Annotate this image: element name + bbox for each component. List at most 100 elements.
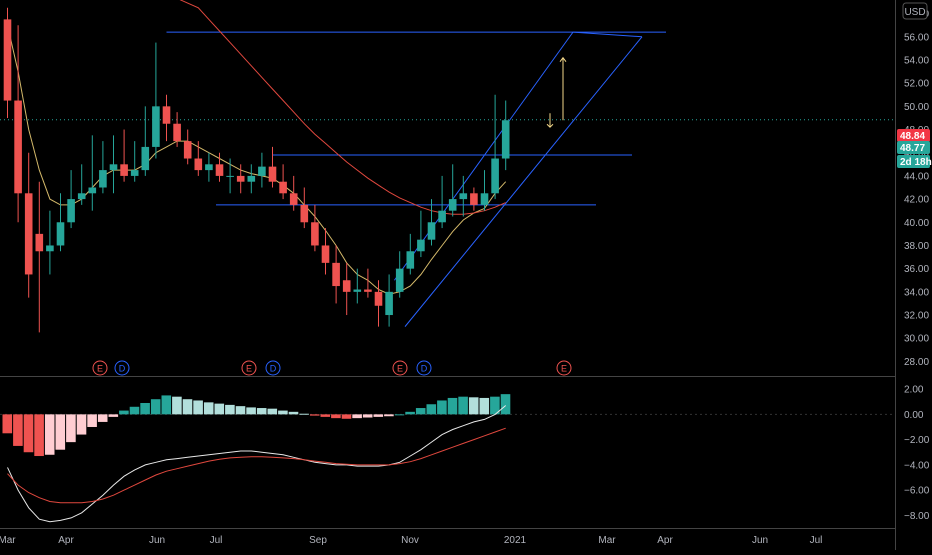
candle — [109, 135, 118, 194]
earnings-event-marker[interactable]: E — [241, 360, 257, 376]
macd-histogram-bar — [108, 414, 119, 417]
price-tag-label: 2d 18h — [900, 157, 932, 168]
macd-histogram-bar — [13, 414, 23, 446]
macd-histogram-bar — [182, 399, 193, 415]
macd-histogram-bar — [140, 402, 150, 415]
price-tick-label: 38.00 — [904, 241, 929, 252]
candle-body — [321, 245, 330, 263]
trendline-drawings[interactable] — [0, 31, 895, 327]
price-tick-label: 32.00 — [904, 311, 929, 322]
candle — [501, 100, 510, 171]
currency-badge[interactable]: USD — [902, 2, 928, 20]
time-tick-label: 2021 — [504, 535, 527, 546]
event-label: D — [270, 364, 277, 374]
macd-histogram-bar — [278, 410, 288, 415]
price-tag-box — [897, 155, 930, 168]
event-circle — [392, 360, 408, 376]
candle — [417, 210, 425, 258]
candle — [470, 187, 478, 211]
dividend-event-marker[interactable]: D — [265, 360, 281, 376]
dividend-event-marker[interactable]: D — [416, 360, 432, 376]
candle — [183, 129, 192, 165]
candle-body — [332, 262, 340, 287]
macd-histogram-bar — [214, 403, 225, 415]
candle-body — [35, 233, 44, 252]
candle — [268, 146, 277, 188]
macd-histogram-bar — [203, 402, 214, 415]
candle — [173, 112, 181, 147]
macd-histogram-bar — [426, 404, 437, 415]
moving-average-lines — [7, 0, 507, 295]
candle — [321, 228, 330, 275]
candle — [491, 94, 499, 200]
candle-body — [289, 193, 298, 205]
event-label: D — [119, 364, 126, 374]
macd-histogram-bar — [309, 414, 320, 416]
candle-body — [353, 289, 362, 292]
macd-histogram-bar — [341, 414, 352, 419]
earnings-event-marker[interactable]: E — [556, 360, 572, 376]
macd-histogram-bar — [299, 413, 309, 415]
candle — [120, 129, 128, 182]
candle-body — [194, 158, 203, 171]
macd-histogram-bar — [479, 397, 490, 415]
macd-histogram-bar — [373, 414, 384, 417]
candle — [24, 152, 33, 298]
candle — [364, 268, 372, 298]
candle-body — [268, 166, 277, 182]
candle-body — [342, 280, 351, 292]
price-tag: 48.77 — [897, 141, 930, 154]
candle — [46, 210, 54, 275]
candle — [162, 94, 171, 142]
candle — [67, 170, 75, 229]
channel-upper-line[interactable] — [393, 31, 574, 281]
dividend-event-marker[interactable]: D — [114, 360, 130, 376]
grid — [0, 0, 896, 550]
fast-moving-average-line — [7, 25, 507, 295]
macd-histogram-bar — [362, 414, 373, 418]
macd-tick-label: −2.00 — [904, 435, 930, 446]
candle-body — [109, 164, 118, 171]
candle-body — [300, 204, 309, 223]
candle — [215, 152, 224, 182]
macd-histogram-bar — [97, 414, 108, 422]
candle — [353, 268, 362, 304]
candle-body — [56, 222, 65, 246]
candle — [141, 106, 150, 176]
macd-histogram-bar — [55, 414, 66, 450]
candle — [247, 164, 256, 194]
macd-histogram-bar — [458, 396, 468, 415]
price-tick-label: 44.00 — [904, 171, 929, 182]
candle — [130, 141, 139, 182]
price-tick-label: 34.00 — [904, 287, 929, 298]
channel-cap-line[interactable] — [572, 31, 643, 38]
macd-histogram-bar — [500, 394, 511, 415]
channel-lower-line[interactable] — [404, 36, 643, 327]
currency-label: USD — [904, 7, 925, 18]
price-tick-label: 54.00 — [904, 55, 929, 66]
candle — [88, 135, 97, 211]
macd-histogram-bar — [320, 414, 331, 417]
event-label: E — [97, 364, 103, 374]
time-tick-label: Nov — [401, 535, 419, 546]
macd-histogram-bar — [44, 414, 55, 455]
event-label: D — [421, 364, 428, 374]
macd-histogram-bar — [161, 395, 172, 415]
macd-histogram-bar — [34, 414, 44, 457]
macd-pane — [2, 394, 511, 523]
candle-body — [470, 193, 478, 205]
candles — [3, 7, 510, 333]
candle — [226, 158, 234, 194]
earnings-event-marker[interactable]: E — [392, 360, 408, 376]
price-tick-label: 40.00 — [904, 218, 929, 229]
candle — [480, 170, 489, 211]
earnings-event-marker[interactable]: E — [92, 360, 108, 376]
macd-histogram-bar — [384, 414, 394, 417]
macd-histogram-bar — [405, 411, 415, 415]
candle — [427, 199, 436, 246]
signal-line — [7, 427, 506, 504]
macd-histogram-bar — [267, 408, 278, 415]
macd-line — [7, 405, 507, 523]
